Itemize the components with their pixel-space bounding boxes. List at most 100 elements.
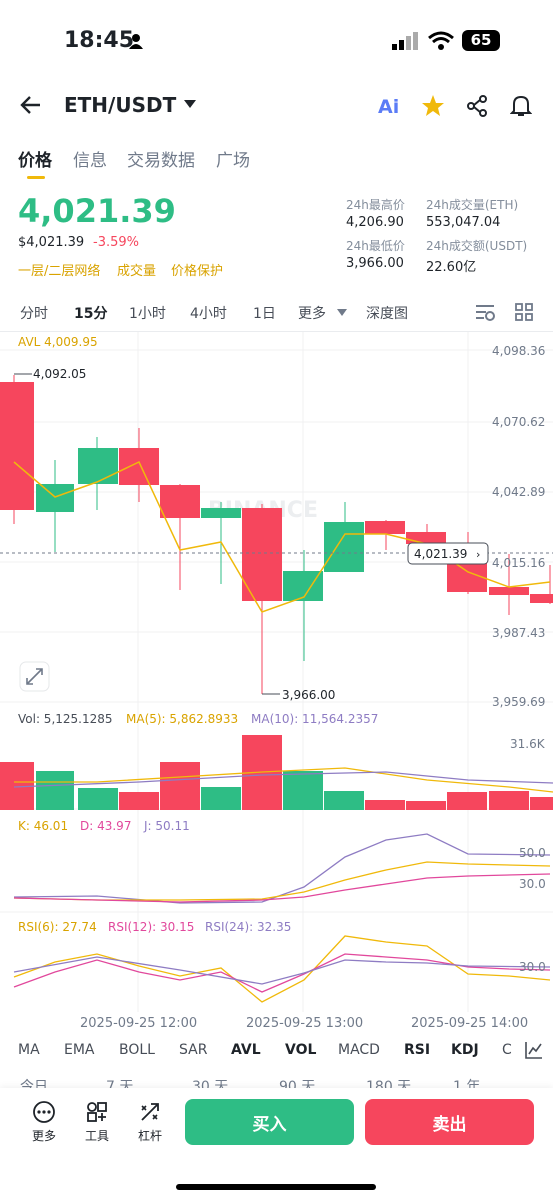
back-arrow-icon[interactable]: [20, 95, 42, 115]
tf-4h[interactable]: 4小时: [190, 306, 227, 322]
buy-button[interactable]: 买入: [185, 1099, 354, 1145]
tab-info[interactable]: 信息: [73, 151, 107, 171]
range-90d[interactable]: 90 天: [279, 1079, 316, 1090]
vol-eth-value: 553,047.04: [426, 215, 501, 230]
candle: [36, 484, 74, 512]
y-axis-label: 4,098.36: [492, 344, 546, 358]
vol-eth-label: 24h成交量(ETH): [426, 198, 519, 212]
sell-button[interactable]: 卖出: [365, 1099, 534, 1145]
indicator-settings-icon[interactable]: [524, 1040, 544, 1060]
vol-y-label: 31.6K: [510, 737, 545, 751]
y-axis-label: 4,070.62: [492, 415, 546, 429]
candle: [365, 521, 405, 534]
range-today[interactable]: 今日: [20, 1079, 48, 1090]
status-time: 18:45: [64, 28, 135, 53]
tf-1h[interactable]: 1小时: [129, 306, 166, 322]
link-price-protection[interactable]: 价格保护: [171, 264, 224, 279]
last-price: 4,021.39: [18, 192, 176, 230]
avl-line: [13, 460, 551, 613]
link-volume[interactable]: 成交量: [117, 264, 157, 279]
leverage-label: 杠杆: [137, 1129, 162, 1143]
y-axis-label: 4,015.16: [492, 556, 546, 570]
candle: [119, 448, 159, 485]
volume-bars: [0, 735, 553, 810]
vol-usdt-label: 24h成交额(USDT): [426, 239, 528, 253]
candle: [0, 382, 34, 510]
high-value: 4,206.90: [346, 215, 404, 230]
tf-1d[interactable]: 1日: [253, 306, 276, 322]
grid: [0, 332, 553, 1012]
signal-icon: [392, 32, 418, 50]
candle: [78, 448, 118, 484]
ai-icon[interactable]: Ai: [378, 96, 400, 118]
avl-label: AVL 4,009.95: [18, 335, 98, 349]
star-icon[interactable]: [421, 94, 445, 118]
candle: [242, 508, 282, 601]
share-icon[interactable]: [466, 95, 488, 117]
ind-c[interactable]: C: [502, 1042, 512, 1058]
candle: [160, 485, 200, 518]
rsi-y-label: 30.0: [519, 960, 546, 974]
rsi6: RSI(6): 27.74: [18, 920, 97, 934]
vol-ma10-label: MA(10): 11,564.2357: [251, 712, 379, 726]
bell-icon[interactable]: [510, 94, 532, 118]
range-7d[interactable]: 7 天: [106, 1079, 134, 1090]
chevron-down-icon[interactable]: [184, 100, 196, 108]
low-marker: 3,966.00: [282, 688, 335, 702]
candle: [489, 587, 529, 595]
ind-ema[interactable]: EMA: [64, 1042, 95, 1058]
range-row: 今日 7 天 30 天 90 天 180 天 1 年: [0, 1068, 553, 1090]
tab-price[interactable]: 价格: [18, 151, 52, 171]
vol-label: Vol: 5,125.1285: [18, 712, 113, 726]
tf-15m[interactable]: 15分: [74, 306, 108, 322]
vol-ma5-label: MA(5): 5,862.8933: [126, 712, 239, 726]
tools-button[interactable]: 工具: [75, 1100, 119, 1144]
high-marker: 4,092.05: [33, 367, 86, 381]
candlestick-chart[interactable]: BINANCE 4,021.39 › 4,092.05 3,966.00: [0, 332, 553, 1012]
price-change: -3.59%: [93, 235, 139, 250]
tools-icon: [87, 1102, 107, 1122]
battery-icon: 65: [462, 30, 500, 51]
chart-settings-icon[interactable]: [474, 302, 496, 322]
x-axis-label: 2025-09-25 13:00: [246, 1016, 364, 1031]
leverage-button[interactable]: 杠杆: [128, 1100, 172, 1144]
ind-rsi[interactable]: RSI: [404, 1042, 431, 1058]
wifi-icon: [428, 31, 454, 50]
home-indicator: [176, 1184, 376, 1190]
low-value: 3,966.00: [346, 256, 404, 271]
candle: [530, 594, 553, 603]
tf-more[interactable]: 更多: [298, 306, 326, 322]
candle: [283, 571, 323, 601]
link-network[interactable]: 一层/二层网络: [18, 264, 101, 279]
ind-avl[interactable]: AVL: [231, 1042, 261, 1058]
vol-usdt-value: 22.60亿: [426, 260, 477, 275]
tab-trading-data[interactable]: 交易数据: [127, 151, 195, 171]
ind-vol[interactable]: VOL: [285, 1042, 317, 1058]
ind-macd[interactable]: MACD: [338, 1042, 380, 1058]
tf-line[interactable]: 分时: [20, 306, 48, 322]
y-axis-label: 3,959.69: [492, 695, 546, 709]
y-axis-label: 4,042.89: [492, 485, 546, 499]
kdj-d: D: 43.97: [80, 819, 132, 833]
range-30d[interactable]: 30 天: [192, 1079, 229, 1090]
current-price-label: 4,021.39: [414, 547, 467, 561]
y-axis-label: 3,987.43: [492, 626, 546, 640]
candle: [201, 508, 241, 518]
rsi24: RSI(24): 32.35: [205, 920, 292, 934]
more-chevron-icon[interactable]: [337, 309, 347, 316]
ind-kdj[interactable]: KDJ: [451, 1042, 479, 1058]
ind-ma[interactable]: MA: [18, 1042, 40, 1058]
tf-depth[interactable]: 深度图: [366, 306, 408, 322]
ind-boll[interactable]: BOLL: [119, 1042, 155, 1058]
leverage-icon: [141, 1103, 159, 1121]
current-price-tag[interactable]: [407, 542, 489, 565]
range-1y[interactable]: 1 年: [453, 1079, 481, 1090]
tab-square[interactable]: 广场: [216, 151, 250, 171]
ind-sar[interactable]: SAR: [179, 1042, 208, 1058]
range-180d[interactable]: 180 天: [366, 1079, 412, 1090]
rsi12: RSI(12): 30.15: [108, 920, 195, 934]
low-label: 24h最低价: [346, 239, 405, 253]
pair-title[interactable]: ETH/USDT: [64, 93, 177, 117]
layout-grid-icon[interactable]: [515, 303, 533, 321]
more-button[interactable]: 更多: [22, 1100, 66, 1144]
